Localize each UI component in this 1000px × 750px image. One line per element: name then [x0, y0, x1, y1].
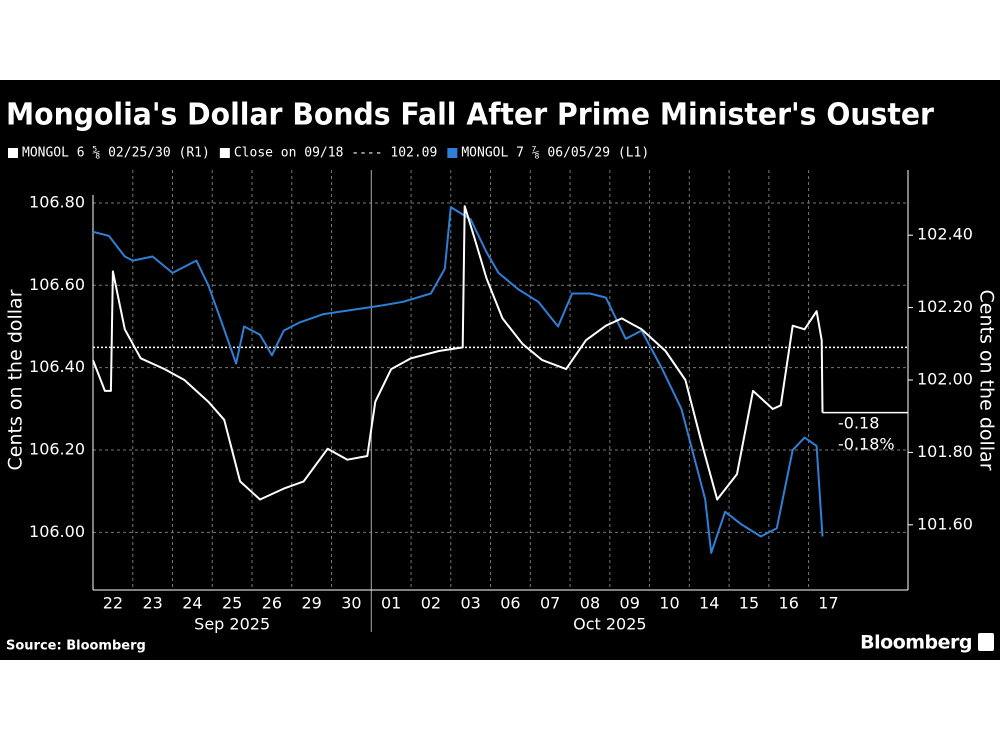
series-line [92, 205, 824, 501]
x-tick-label: 23 [142, 594, 162, 613]
x-group-label: Oct 2025 [573, 615, 646, 634]
x-tick-label: 14 [699, 594, 719, 613]
x-tick-label: 25 [222, 594, 242, 613]
x-tick-label: 09 [620, 594, 640, 613]
y-tick-label: 106.40 [29, 357, 85, 376]
y2-axis-title: Cents on the dollar [976, 289, 998, 470]
x-tick-label: 17 [818, 594, 838, 613]
source: Source: Bloomberg [6, 639, 146, 654]
change-label: -0.18% [838, 435, 895, 454]
y-tick-label: 106.00 [29, 522, 85, 541]
x-tick-label: 07 [540, 594, 560, 613]
x-tick-label: 22 [103, 594, 123, 613]
legend-label: Close on 09/18 ---- 102.09 [234, 146, 438, 161]
x-tick-label: 24 [182, 594, 202, 613]
background [0, 80, 1000, 660]
y-tick-label: 106.80 [29, 192, 85, 211]
legend-label: MONGOL 7 ⅞ 06/05/29 (L1) [461, 146, 649, 161]
x-tick-label: 15 [739, 594, 759, 613]
legend-swatch [219, 148, 230, 158]
x-tick-label: 30 [341, 594, 361, 613]
y-tick-label: 106.60 [29, 275, 85, 294]
x-tick-label: 01 [381, 594, 401, 613]
y2-tick-label: 102.20 [917, 297, 973, 316]
legend-label: MONGOL 6 ⅝ 02/25/30 (R1) [22, 146, 210, 161]
x-group-label: Sep 2025 [194, 615, 270, 634]
y-tick-label: 106.20 [29, 440, 85, 459]
y-axis-title: Cents on the dollar [5, 289, 27, 470]
brand-icon [978, 633, 994, 651]
y2-tick-label: 101.80 [917, 442, 973, 461]
y2-tick-label: 102.00 [917, 370, 973, 389]
y2-tick-label: 101.60 [917, 514, 973, 533]
y2-tick-label: 102.40 [917, 225, 973, 244]
x-tick-label: 10 [659, 594, 679, 613]
x-tick-label: 26 [262, 594, 282, 613]
x-tick-label: 02 [421, 594, 441, 613]
change-label: -0.18 [838, 414, 879, 433]
x-tick-label: 06 [500, 594, 520, 613]
series-line [92, 206, 824, 554]
x-tick-label: 08 [580, 594, 600, 613]
x-tick-label: 16 [779, 594, 799, 613]
x-tick-label: 03 [461, 594, 481, 613]
legend-swatch [8, 148, 18, 158]
legend-swatch [447, 148, 458, 158]
chart-title: Mongolia's Dollar Bonds Fall After Prime… [6, 98, 934, 133]
x-tick-label: 29 [301, 594, 321, 613]
brand: Bloomberg [860, 632, 972, 654]
